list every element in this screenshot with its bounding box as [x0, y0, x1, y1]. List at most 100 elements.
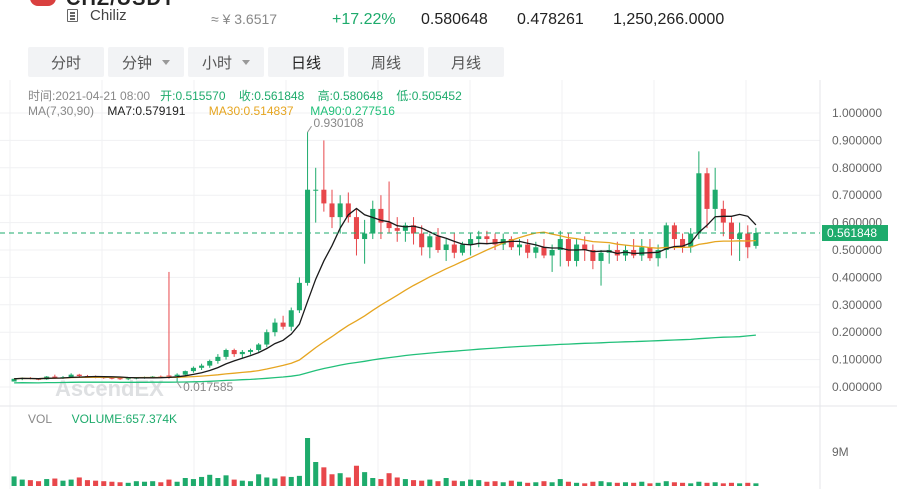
tab-monthly[interactable]: 月线 — [428, 47, 504, 77]
candle-body — [427, 236, 433, 248]
y-tick-label: 0.700000 — [832, 188, 882, 202]
candle-body — [272, 322, 278, 333]
volume-bar — [337, 473, 343, 486]
volume-bar — [728, 482, 734, 486]
y-tick-label: 0.400000 — [832, 270, 882, 284]
low-value: 0.505452 — [411, 89, 462, 103]
y-tick-label: 0.000000 — [832, 380, 882, 394]
min-marker-label: 0.017585 — [183, 380, 233, 394]
volume-bar — [574, 482, 580, 486]
document-icon[interactable] — [67, 9, 78, 22]
volume-bar — [166, 479, 172, 486]
volume-bars — [11, 438, 759, 486]
volume-bar — [541, 481, 547, 486]
approx-price: ≈ ¥ 3.6517 — [211, 11, 278, 27]
volume-bar — [247, 481, 254, 486]
ma90-value: 0.277516 — [344, 104, 395, 118]
price-change: +17.22% — [332, 11, 396, 28]
candle-body — [370, 208, 376, 234]
ma7-label: MA7: — [107, 104, 136, 118]
volume-bar — [704, 482, 710, 486]
ma30-line — [14, 231, 756, 380]
vol-label: VOL — [28, 412, 52, 426]
candle-body — [247, 350, 254, 352]
pair-title: CHZ/USDT — [66, 0, 175, 11]
tab-label: 周线 — [370, 54, 401, 72]
candle-body — [182, 371, 188, 375]
volume-bar — [321, 467, 327, 486]
candle-body — [223, 350, 229, 357]
candle-body — [704, 173, 710, 209]
candle-body — [476, 236, 482, 240]
coin-name[interactable]: Chiliz — [90, 7, 127, 24]
volume-bar — [468, 479, 474, 486]
volume-bar — [190, 479, 196, 486]
low-label: 低: — [396, 89, 412, 103]
ma7-value: 0.579191 — [135, 104, 186, 118]
volume-bar — [533, 482, 539, 486]
current-price-tag — [822, 225, 888, 242]
y-tick-label: 0.300000 — [832, 298, 882, 312]
candle-body — [557, 239, 563, 250]
candle-body — [52, 376, 58, 378]
tab-label: 月线 — [450, 54, 481, 72]
y-tick-label: 0.200000 — [832, 325, 882, 339]
volume-bar — [639, 481, 645, 486]
volume-bar — [239, 480, 245, 486]
candle-body — [549, 250, 555, 256]
candle-body — [468, 239, 474, 245]
volume-tick-label: 9M — [832, 445, 849, 459]
candle-body — [215, 356, 221, 361]
candle-body — [313, 189, 319, 191]
candle-body — [680, 239, 686, 248]
volume-bar — [394, 477, 400, 486]
volume-bar — [720, 483, 726, 486]
candle-body — [590, 250, 596, 261]
volume-bar — [329, 474, 335, 486]
volume-bar — [27, 480, 33, 486]
extreme-markers: 0.930108 0.017585 — [176, 116, 364, 394]
candle-body — [256, 344, 262, 351]
volume-bar — [44, 479, 50, 486]
watermark: AscendEX — [55, 376, 164, 401]
volume-bar — [582, 483, 588, 486]
volume-bar — [36, 481, 42, 486]
volume-bar — [84, 480, 90, 486]
volume-bar — [663, 481, 669, 486]
volume-bar — [411, 480, 417, 486]
tab-daily[interactable]: 日线 — [268, 47, 344, 77]
candle-body — [435, 236, 441, 250]
candle-body — [574, 244, 580, 261]
y-tick-label: 0.500000 — [832, 243, 882, 257]
volume-bar — [508, 480, 514, 486]
volume-bar — [117, 482, 123, 486]
volume-bar — [549, 482, 555, 486]
y-axis: 1.0000000.9000000.8000000.7000000.600000… — [822, 106, 888, 459]
candle-body — [484, 236, 490, 240]
volume-bar — [223, 475, 229, 486]
high-value: 0.580648 — [332, 89, 384, 103]
candle-body — [190, 367, 196, 372]
candle-body — [419, 233, 425, 248]
volume-bar — [141, 481, 148, 486]
volume-bar — [207, 474, 213, 486]
candle-body — [362, 233, 368, 240]
volume-bar — [231, 479, 237, 486]
volume-bar — [598, 481, 604, 486]
candle-body — [508, 239, 514, 248]
tab-hour[interactable]: 小时 — [188, 47, 264, 77]
brand-logo-icon — [30, 0, 56, 6]
volume-bar — [688, 483, 694, 486]
close-label: 收: — [238, 89, 255, 103]
candle-body — [109, 377, 115, 379]
max-marker-label: 0.930108 — [314, 116, 364, 130]
close-value: 0.561848 — [254, 89, 305, 103]
tab-label: 小时 — [201, 54, 232, 72]
tab-weekly[interactable]: 周线 — [348, 47, 424, 77]
tab-label: 日线 — [290, 54, 321, 72]
tab-minute[interactable]: 分钟 — [108, 47, 184, 77]
volume-info: VOL VOLUME:657.374K — [28, 412, 177, 426]
tab-timeline[interactable]: 分时 — [28, 47, 104, 77]
candle-body — [516, 244, 523, 248]
